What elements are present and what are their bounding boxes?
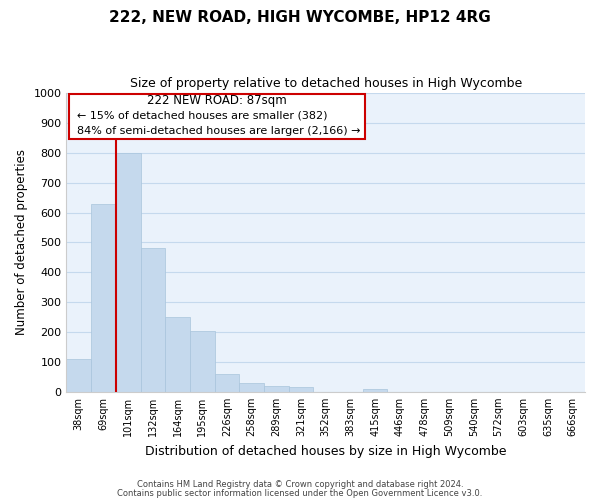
Bar — [363, 389, 388, 392]
FancyBboxPatch shape — [69, 94, 365, 140]
Text: Contains HM Land Registry data © Crown copyright and database right 2024.: Contains HM Land Registry data © Crown c… — [137, 480, 463, 489]
X-axis label: Distribution of detached houses by size in High Wycombe: Distribution of detached houses by size … — [145, 444, 506, 458]
Bar — [264, 386, 289, 392]
Text: 222, NEW ROAD, HIGH WYCOMBE, HP12 4RG: 222, NEW ROAD, HIGH WYCOMBE, HP12 4RG — [109, 10, 491, 25]
Bar — [165, 317, 190, 392]
Bar — [140, 248, 165, 392]
Bar — [190, 330, 215, 392]
Y-axis label: Number of detached properties: Number of detached properties — [15, 150, 28, 336]
Bar — [239, 383, 264, 392]
Text: Contains public sector information licensed under the Open Government Licence v3: Contains public sector information licen… — [118, 488, 482, 498]
Title: Size of property relative to detached houses in High Wycombe: Size of property relative to detached ho… — [130, 78, 522, 90]
Bar — [215, 374, 239, 392]
Text: 84% of semi-detached houses are larger (2,166) →: 84% of semi-detached houses are larger (… — [77, 126, 360, 136]
Bar — [116, 153, 140, 392]
Bar — [91, 204, 116, 392]
Text: 222 NEW ROAD: 87sqm: 222 NEW ROAD: 87sqm — [147, 94, 287, 107]
Text: ← 15% of detached houses are smaller (382): ← 15% of detached houses are smaller (38… — [77, 110, 327, 120]
Bar — [289, 388, 313, 392]
Bar — [67, 359, 91, 392]
